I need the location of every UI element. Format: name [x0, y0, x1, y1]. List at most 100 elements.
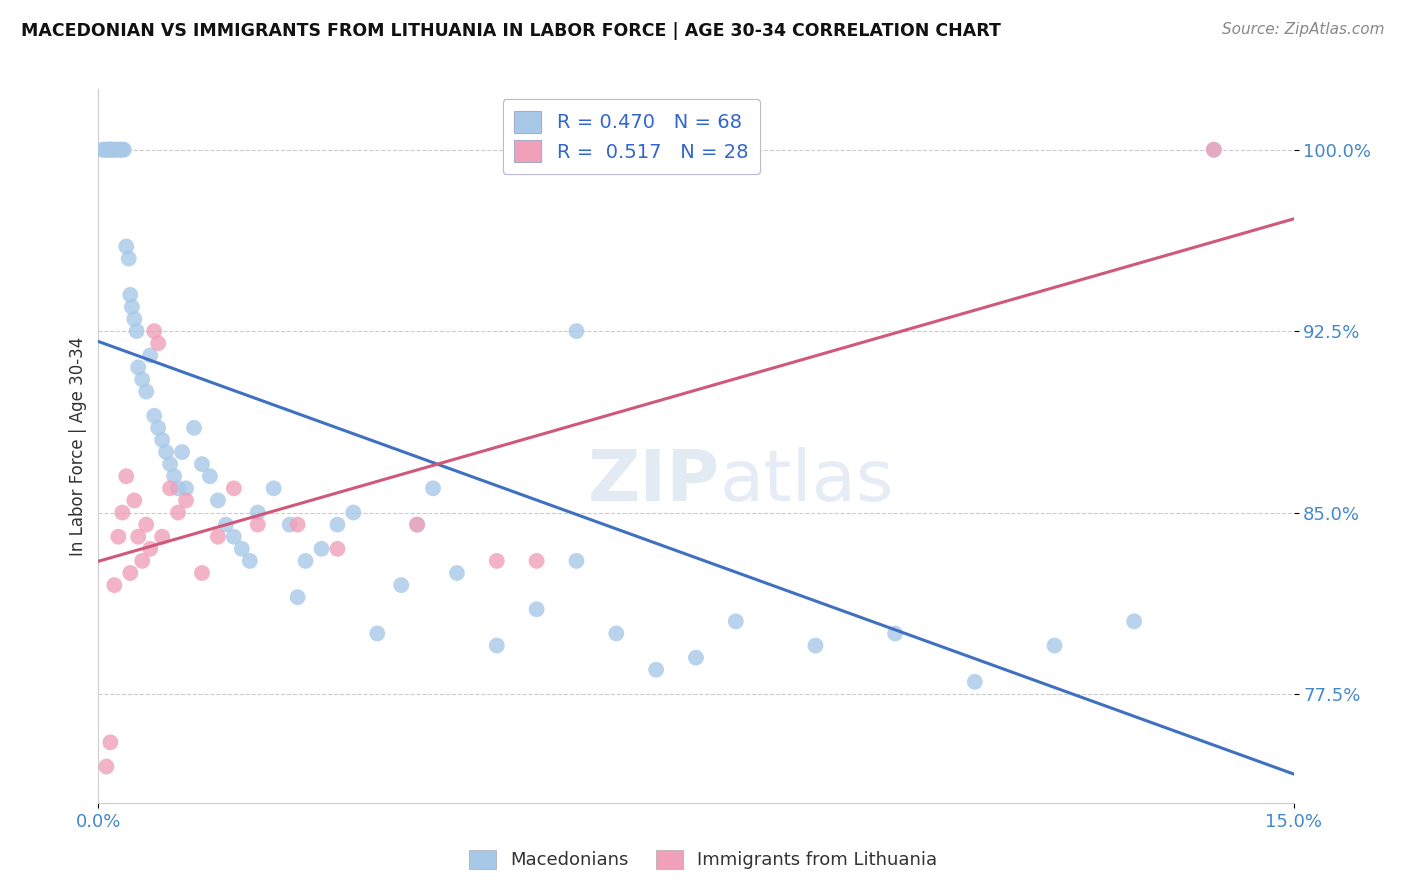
Point	[963, 674, 986, 689]
Point	[96, 759, 118, 773]
Point	[150, 530, 173, 544]
Point	[406, 517, 429, 532]
Point	[139, 541, 162, 556]
Point	[125, 324, 148, 338]
Point	[294, 554, 316, 568]
Point	[94, 143, 117, 157]
Point	[1202, 143, 1225, 157]
Point	[172, 445, 194, 459]
Point	[565, 324, 588, 338]
Point	[150, 433, 173, 447]
Point	[112, 143, 135, 157]
Point	[159, 457, 181, 471]
Point	[198, 469, 221, 483]
Point	[103, 143, 125, 157]
Point	[143, 409, 166, 423]
Point	[101, 143, 124, 157]
Point	[148, 336, 170, 351]
Point	[311, 541, 333, 556]
Point	[191, 566, 214, 580]
Point	[278, 517, 301, 532]
Text: MACEDONIAN VS IMMIGRANTS FROM LITHUANIA IN LABOR FORCE | AGE 30-34 CORRELATION C: MACEDONIAN VS IMMIGRANTS FROM LITHUANIA …	[21, 22, 1001, 40]
Point	[107, 530, 129, 544]
Point	[121, 300, 143, 314]
Point	[159, 481, 181, 495]
Point	[207, 493, 229, 508]
Point	[222, 481, 245, 495]
Point	[167, 506, 190, 520]
Point	[724, 615, 747, 629]
Point	[406, 517, 429, 532]
Point	[96, 143, 118, 157]
Point	[118, 252, 141, 266]
Point	[366, 626, 388, 640]
Point	[215, 517, 238, 532]
Point	[143, 324, 166, 338]
Point	[103, 578, 125, 592]
Point	[446, 566, 468, 580]
Point	[422, 481, 444, 495]
Point	[135, 517, 157, 532]
Point	[326, 541, 349, 556]
Point	[124, 493, 146, 508]
Point	[98, 143, 122, 157]
Point	[389, 578, 412, 592]
Point	[884, 626, 907, 640]
Point	[804, 639, 827, 653]
Point	[98, 735, 122, 749]
Point	[565, 554, 588, 568]
Text: ZIP: ZIP	[588, 447, 720, 516]
Point	[98, 143, 121, 157]
Point	[485, 554, 508, 568]
Point	[605, 626, 627, 640]
Text: atlas: atlas	[720, 447, 894, 516]
Point	[231, 541, 253, 556]
Text: Source: ZipAtlas.com: Source: ZipAtlas.com	[1222, 22, 1385, 37]
Point	[127, 360, 149, 375]
Point	[222, 530, 245, 544]
Point	[685, 650, 707, 665]
Point	[183, 421, 205, 435]
Point	[120, 566, 142, 580]
Point	[207, 530, 229, 544]
Point	[239, 554, 262, 568]
Point	[263, 481, 285, 495]
Point	[191, 457, 214, 471]
Point	[124, 312, 146, 326]
Point	[167, 481, 190, 495]
Point	[326, 517, 349, 532]
Point	[110, 143, 132, 157]
Y-axis label: In Labor Force | Age 30-34: In Labor Force | Age 30-34	[69, 336, 87, 556]
Point	[155, 445, 177, 459]
Point	[246, 506, 269, 520]
Point	[115, 469, 138, 483]
Point	[342, 506, 364, 520]
Legend: Macedonians, Immigrants from Lithuania: Macedonians, Immigrants from Lithuania	[460, 841, 946, 879]
Point	[135, 384, 157, 399]
Point	[485, 639, 508, 653]
Point	[1202, 143, 1225, 157]
Point	[148, 421, 170, 435]
Point	[91, 143, 114, 157]
Point	[127, 530, 149, 544]
Point	[287, 590, 309, 604]
Point	[107, 143, 129, 157]
Point	[163, 469, 186, 483]
Point	[100, 143, 122, 157]
Point	[526, 602, 548, 616]
Point	[131, 554, 153, 568]
Point	[174, 493, 197, 508]
Point	[97, 143, 120, 157]
Legend: R = 0.470   N = 68, R =  0.517   N = 28: R = 0.470 N = 68, R = 0.517 N = 28	[502, 99, 761, 174]
Point	[111, 143, 134, 157]
Point	[1123, 615, 1146, 629]
Point	[120, 288, 142, 302]
Point	[139, 348, 162, 362]
Point	[287, 517, 309, 532]
Point	[174, 481, 197, 495]
Point	[1043, 639, 1066, 653]
Point	[645, 663, 668, 677]
Point	[246, 517, 269, 532]
Point	[111, 506, 134, 520]
Point	[104, 143, 127, 157]
